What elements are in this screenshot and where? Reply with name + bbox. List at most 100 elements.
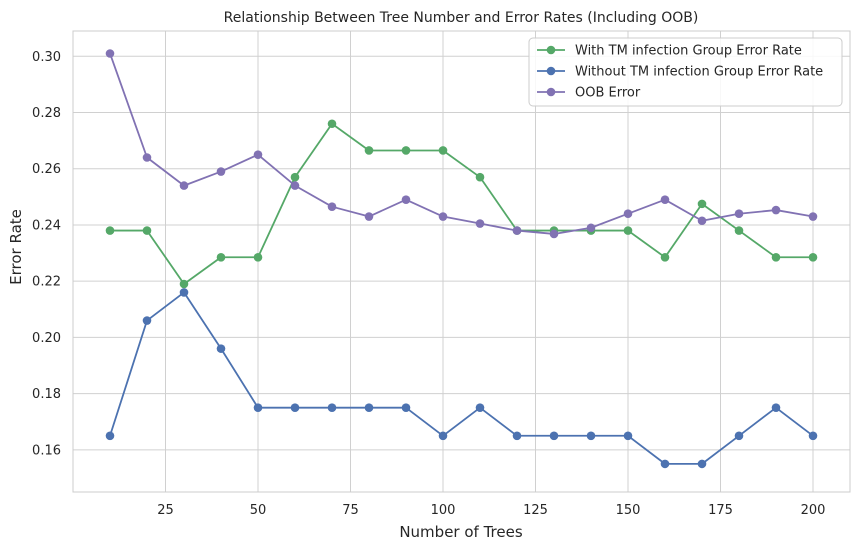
data-point [734,209,744,219]
data-point [808,252,818,262]
data-point [253,252,263,262]
data-point [660,195,670,204]
data-point [586,223,596,233]
data-point [586,431,596,441]
data-point [697,459,707,469]
x-tick-labels: 25 50 75 100 125 150 175 200 [157,503,825,518]
data-point [549,431,559,441]
legend: With TM infection Group Error Rate Withou… [528,37,843,107]
data-point [438,212,448,221]
y-axis-label: Error Rate [7,209,25,285]
y-tick-labels: 0.16 0.18 0.20 0.22 0.24 0.26 0.28 0.30 [32,50,61,459]
data-point [216,167,226,176]
data-point [290,181,300,190]
y-gridlines [73,55,850,451]
legend-swatch-marker [546,87,556,97]
data-point [623,226,633,235]
legend-label: OOB Error [575,86,641,101]
data-point [216,252,226,262]
data-point [808,212,818,221]
data-point [290,403,300,412]
x-tick-label: 75 [342,503,359,518]
data-point [623,209,633,219]
data-point [549,229,559,239]
y-tick-label: 0.24 [32,218,61,233]
data-point [401,195,411,204]
data-point [401,146,411,155]
data-point [734,226,744,235]
series-3 [105,49,818,239]
data-point [623,431,633,441]
data-point [253,403,263,412]
data-point [364,403,374,412]
data-point [142,153,152,162]
data-point [142,316,152,325]
data-point [327,403,337,412]
data-point [142,226,152,235]
data-point [327,119,337,129]
legend-label: Without TM infection Group Error Rate [575,65,823,80]
x-tick-label: 100 [431,503,456,518]
data-point [290,172,300,182]
data-point [179,288,189,297]
x-tick-label: 125 [523,503,548,518]
data-point [253,150,263,159]
x-tick-label: 25 [157,503,174,518]
data-point [105,226,115,235]
data-point [771,205,781,215]
data-point [105,49,115,58]
plot-frame [72,30,851,493]
y-tick-label: 0.18 [32,387,61,402]
data-point [475,403,485,412]
x-gridlines [165,31,814,492]
data-point [364,212,374,221]
data-point [512,226,522,235]
legend-swatch-marker [546,66,556,76]
x-axis-label: Number of Trees [399,523,523,541]
data-point [512,431,522,441]
series-1 [105,119,818,289]
data-point [475,172,485,182]
legend-item: Without TM infection Group Error Rate [537,65,823,80]
series-layer [105,49,818,469]
data-point [364,146,374,155]
series-line [110,122,813,285]
data-point [216,344,226,353]
y-tick-label: 0.26 [32,162,61,177]
data-point [327,202,337,211]
data-point [771,403,781,412]
data-point [401,403,411,412]
x-tick-label: 200 [801,503,826,518]
data-point [179,279,189,289]
series-2 [105,288,818,469]
data-point [697,199,707,209]
data-point [475,219,485,228]
data-point [697,216,707,226]
chart-title: Relationship Between Tree Number and Err… [224,10,699,26]
y-tick-label: 0.20 [32,331,61,346]
data-point [660,252,670,262]
x-tick-label: 175 [708,503,733,518]
data-point [438,146,448,155]
data-point [438,431,448,441]
data-point [808,431,818,441]
data-point [179,181,189,190]
legend-label: With TM infection Group Error Rate [575,44,802,59]
legend-box [528,37,843,107]
x-tick-label: 50 [250,503,267,518]
y-tick-label: 0.16 [32,443,61,458]
legend-item: With TM infection Group Error Rate [537,44,802,59]
series-line [109,53,814,235]
legend-swatch-marker [546,45,556,55]
series-line [109,291,814,465]
x-tick-label: 150 [616,503,641,518]
data-point [771,252,781,262]
y-tick-label: 0.30 [32,50,61,65]
data-point [105,431,115,441]
y-tick-label: 0.22 [32,275,61,290]
data-point [660,459,670,469]
data-point [734,431,744,441]
legend-item: OOB Error [537,86,641,101]
y-tick-label: 0.28 [32,106,61,121]
